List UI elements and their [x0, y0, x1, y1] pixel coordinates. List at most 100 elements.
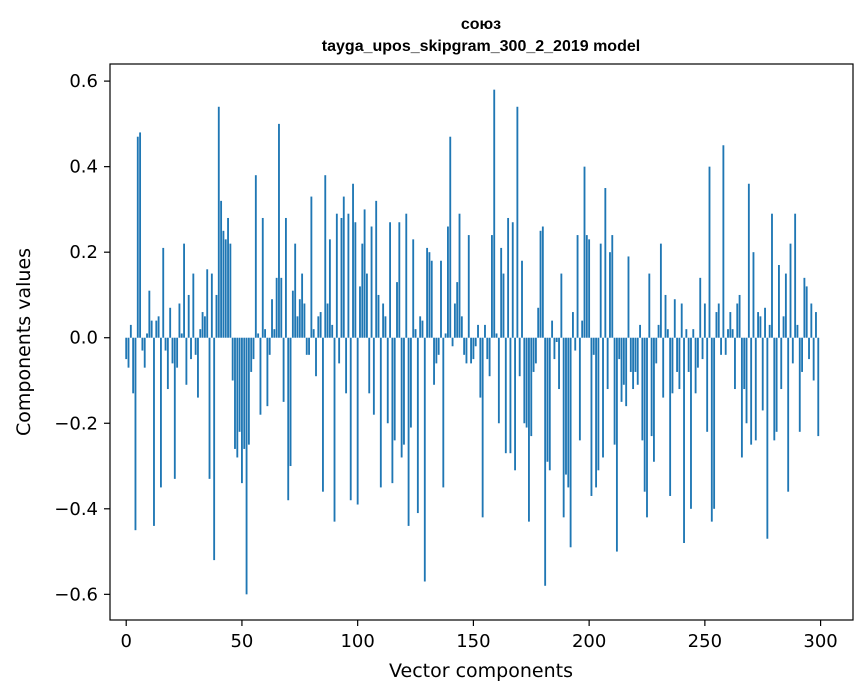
bar-58 — [259, 337, 262, 415]
bar-227 — [650, 337, 653, 437]
bar-261 — [729, 312, 732, 338]
bar-241 — [683, 337, 685, 544]
bar-103 — [363, 209, 366, 338]
bar-7 — [141, 337, 144, 351]
bar-141 — [451, 337, 454, 347]
bar-136 — [440, 260, 442, 338]
bar-237 — [673, 299, 676, 338]
bar-283 — [780, 337, 783, 390]
bar-198 — [583, 166, 586, 338]
bar-123 — [409, 337, 412, 428]
bar-133 — [433, 337, 435, 385]
bar-186 — [555, 337, 558, 342]
bar-95 — [345, 337, 348, 394]
bar-277 — [766, 337, 769, 539]
bar-185 — [553, 337, 556, 360]
bar-37 — [210, 273, 213, 338]
bar-110 — [379, 337, 382, 488]
bar-124 — [412, 239, 415, 338]
bar-51 — [243, 337, 246, 449]
bar-196 — [578, 337, 581, 441]
bar-108 — [375, 200, 378, 338]
bar-161 — [497, 337, 500, 424]
bar-89 — [331, 324, 334, 338]
bar-79 — [308, 337, 310, 355]
bar-183 — [548, 337, 551, 471]
bar-155 — [484, 324, 486, 338]
bar-26 — [185, 337, 188, 385]
bar-32 — [199, 329, 202, 338]
bar-0 — [125, 337, 128, 360]
bar-193 — [572, 312, 574, 338]
bar-153 — [479, 337, 482, 398]
bar-200 — [588, 239, 591, 338]
bar-121 — [405, 213, 408, 338]
bar-90 — [333, 337, 336, 522]
bar-12 — [153, 337, 155, 526]
bar-296 — [810, 303, 813, 338]
bar-299 — [817, 337, 820, 437]
bar-238 — [676, 337, 679, 372]
bar-289 — [794, 213, 797, 338]
x-tick-label: 300 — [803, 631, 837, 652]
bar-18 — [166, 337, 169, 390]
bar-157 — [488, 337, 491, 377]
x-tick-label: 200 — [572, 631, 606, 652]
bar-20 — [171, 337, 174, 364]
bar-177 — [534, 337, 537, 364]
bar-195 — [576, 235, 579, 338]
bar-5 — [136, 136, 139, 338]
bar-14 — [157, 316, 160, 338]
bar-174 — [528, 337, 530, 522]
bar-156 — [486, 337, 489, 360]
bar-271 — [752, 252, 755, 338]
x-tick-label: 0 — [120, 631, 131, 652]
bar-240 — [680, 303, 683, 338]
bar-63 — [271, 299, 273, 338]
bar-82 — [315, 337, 317, 377]
y-tick-label: 0.0 — [69, 328, 98, 349]
bar-290 — [796, 324, 799, 338]
bar-211 — [613, 337, 616, 445]
bar-276 — [764, 307, 766, 338]
bar-138 — [444, 333, 447, 338]
bar-286 — [787, 337, 790, 492]
bar-23 — [178, 303, 181, 338]
bar-298 — [815, 312, 817, 338]
bar-293 — [803, 277, 806, 338]
bar-152 — [477, 324, 479, 338]
bar-130 — [426, 247, 429, 338]
bar-31 — [197, 337, 199, 398]
bar-151 — [474, 337, 477, 347]
bar-263 — [734, 337, 736, 390]
bar-292 — [801, 337, 803, 372]
bar-100 — [356, 337, 359, 505]
bar-147 — [465, 337, 468, 364]
bar-250 — [703, 303, 706, 338]
bar-34 — [203, 316, 206, 338]
bar-9 — [146, 333, 148, 338]
bar-205 — [599, 243, 602, 338]
bar-249 — [701, 337, 704, 360]
bar-38 — [213, 337, 216, 561]
bar-62 — [268, 337, 271, 355]
bar-50 — [241, 337, 243, 484]
bar-246 — [694, 337, 697, 394]
bar-225 — [646, 337, 648, 518]
bar-188 — [560, 273, 563, 338]
bar-175 — [530, 337, 533, 437]
bar-158 — [490, 235, 493, 338]
bar-166 — [509, 337, 512, 454]
bar-280 — [773, 337, 776, 441]
bar-117 — [396, 282, 398, 338]
bar-159 — [493, 89, 496, 338]
bar-232 — [662, 337, 665, 398]
bar-173 — [525, 337, 528, 428]
bar-189 — [562, 337, 565, 518]
bar-106 — [370, 226, 373, 338]
bar-169 — [516, 106, 519, 338]
bar-21 — [173, 337, 176, 479]
bar-178 — [537, 307, 540, 338]
bar-220 — [634, 337, 637, 372]
bar-53 — [247, 337, 250, 445]
